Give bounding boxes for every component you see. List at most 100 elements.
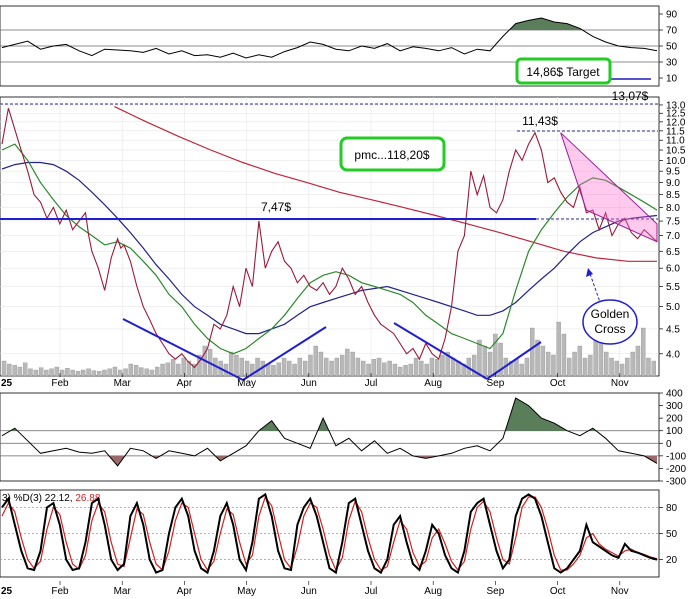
volume-bar — [598, 342, 604, 377]
volume-bar — [302, 360, 308, 377]
volume-bars — [1, 321, 656, 377]
month-label: Feb — [51, 586, 69, 597]
tick-label: 90 — [666, 10, 678, 21]
volume-bar — [165, 362, 171, 377]
volume-bar — [112, 366, 118, 377]
golden-cross-line2: Cross — [594, 322, 625, 336]
tick-label: 6.0 — [666, 264, 680, 275]
volume-bar — [630, 351, 635, 377]
month-label: Nov — [611, 586, 629, 597]
month-label: 25 — [1, 586, 13, 597]
volume-bar — [445, 351, 450, 377]
volume-bar — [519, 363, 524, 377]
volume-bar — [376, 357, 382, 377]
volume-bar — [508, 360, 514, 377]
volume-bar — [334, 357, 340, 377]
volume-bar — [641, 327, 646, 377]
volume-bar — [33, 369, 38, 377]
month-label: 25 — [1, 378, 13, 389]
volume-bar — [614, 360, 619, 377]
volume-bar — [102, 369, 107, 377]
volume-bar — [123, 368, 128, 377]
tick-label: 9.0 — [666, 178, 680, 189]
volume-bar — [477, 339, 482, 377]
volume-bar — [297, 357, 303, 377]
stochastic-panel: 3) %D(3) 22.12, 26.88 80 50 20 25 Feb Mar Apr… — [0, 489, 678, 597]
tick-label: 100 — [666, 426, 683, 437]
tick-label: 5.5 — [666, 282, 680, 293]
volume-bar — [329, 360, 334, 377]
tick-label: 20 — [666, 555, 678, 566]
tick-label: -300 — [666, 477, 686, 488]
month-label: Oct — [550, 378, 566, 389]
cci-positive-fill — [10, 398, 596, 431]
volume-bar — [65, 368, 70, 377]
volume-bar — [17, 366, 23, 377]
tick-label: 10.0 — [666, 156, 686, 167]
volume-bar — [540, 345, 546, 377]
tick-label: 30 — [666, 58, 678, 69]
volume-bar — [498, 342, 503, 377]
volume-bar — [186, 360, 192, 377]
tick-label: -100 — [666, 451, 686, 462]
price-panel: 4.0 4.5 5.0 5.5 6.0 6.5 7.0 7.5 8.0 8.59.09.510.0… — [0, 89, 686, 389]
volume-bar — [471, 354, 477, 377]
rsi-line — [1, 17, 658, 59]
annotation-11-43: 11,43$ — [522, 114, 558, 128]
volume-bar — [635, 345, 641, 377]
volume-bar — [160, 363, 165, 377]
volume-bar — [44, 369, 49, 377]
volume-bar — [128, 363, 134, 377]
volume-bar — [561, 333, 567, 377]
month-label: Mar — [114, 586, 132, 597]
volume-bar — [1, 360, 7, 377]
tick-label: 4.5 — [666, 324, 680, 335]
tick-label: 8.5 — [666, 190, 680, 201]
series-pct-K — [1, 492, 658, 575]
volume-bar — [424, 363, 429, 377]
volume-bar — [545, 351, 551, 377]
volume-bar — [149, 369, 155, 377]
volume-bar — [59, 369, 65, 377]
volume-bar — [398, 366, 403, 377]
volume-bar — [535, 339, 540, 377]
month-label: Oct — [550, 586, 566, 597]
cci-line — [1, 397, 658, 467]
volume-bar — [22, 362, 28, 377]
tick-label: 5.0 — [666, 302, 680, 313]
volume-bar — [619, 363, 625, 377]
tick-label: 10 — [666, 74, 678, 85]
falling-wedge — [560, 132, 658, 243]
volume-bar — [228, 351, 234, 377]
trend-lines — [122, 318, 542, 381]
volume-bar — [133, 365, 139, 377]
volume-bar — [281, 357, 287, 377]
tick-label: 300 — [666, 401, 683, 412]
month-label: Aug — [424, 378, 442, 389]
volume-bar — [392, 363, 398, 377]
volume-bar — [413, 357, 419, 377]
volume-bar — [487, 351, 493, 377]
volume-bar — [239, 357, 244, 377]
volume-bar — [408, 363, 413, 377]
series-price — [1, 108, 658, 369]
volume-bar — [49, 368, 54, 377]
month-label: Aug — [424, 586, 442, 597]
annotation-13-07: 13,07$ — [612, 89, 649, 103]
volume-bar — [271, 365, 276, 377]
volume-bar — [572, 351, 577, 377]
volume-bar — [387, 360, 392, 377]
volume-bar — [646, 357, 651, 377]
tick-label: 11.5 — [666, 126, 685, 137]
month-label: May — [237, 378, 256, 389]
tick-label: 6.5 — [666, 247, 680, 258]
tick-label: 4.0 — [666, 349, 680, 360]
volume-bar — [339, 354, 345, 377]
tick-label: 7.0 — [666, 231, 680, 242]
month-label: Mar — [114, 378, 132, 389]
volume-bar — [567, 357, 572, 377]
volume-bar — [308, 354, 313, 377]
month-label: Sep — [487, 378, 505, 389]
tick-label: 70 — [666, 26, 678, 37]
